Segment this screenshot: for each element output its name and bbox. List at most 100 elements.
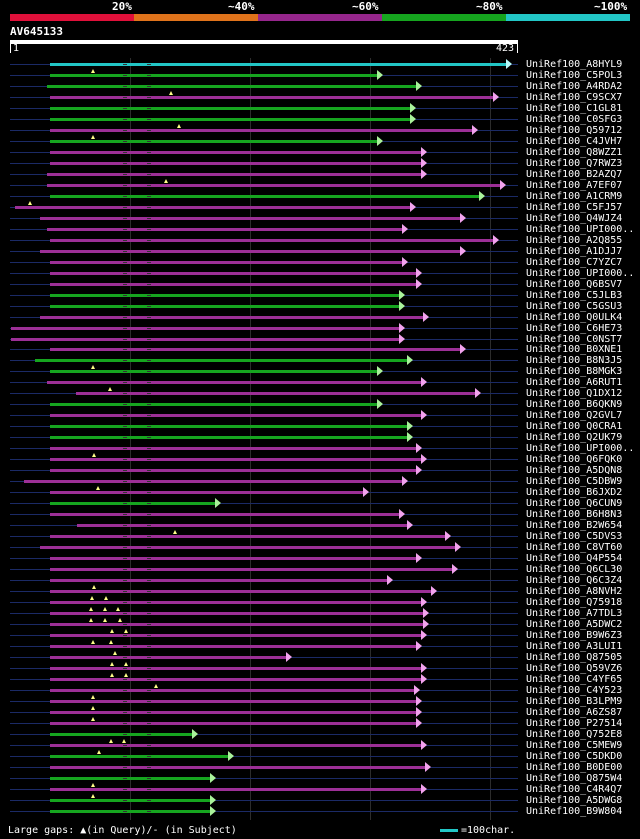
hit-alignment-bar[interactable] xyxy=(49,414,422,417)
hit-name-link[interactable]: UniRef100_C5POL3 xyxy=(526,70,623,81)
hit-name-link[interactable]: UniRef100_Q4WJZ4 xyxy=(526,213,623,224)
hit-alignment-bar[interactable] xyxy=(11,327,400,330)
hit-name-link[interactable]: UniRef100_C5FJ57 xyxy=(526,202,623,213)
hit-alignment-bar[interactable] xyxy=(49,436,409,439)
hit-alignment-bar[interactable] xyxy=(49,96,494,99)
hit-name-link[interactable]: UniRef100_B2W654 xyxy=(526,520,623,531)
hit-name-link[interactable]: UniRef100_C5GSU3 xyxy=(526,301,623,312)
hit-name-link[interactable]: UniRef100_B8N3J5 xyxy=(526,355,623,366)
hit-name-link[interactable]: UniRef100_Q8WZZ1 xyxy=(526,147,623,158)
hit-name-link[interactable]: UniRef100_UPI000.. xyxy=(526,224,635,235)
hit-alignment-bar[interactable] xyxy=(49,700,417,703)
hit-alignment-bar[interactable] xyxy=(49,370,379,373)
hit-alignment-bar[interactable] xyxy=(49,568,453,571)
hit-alignment-bar[interactable] xyxy=(49,283,417,286)
hit-alignment-bar[interactable] xyxy=(49,458,422,461)
hit-alignment-bar[interactable] xyxy=(47,85,417,88)
hit-name-link[interactable]: UniRef100_Q59712 xyxy=(526,125,623,136)
hit-name-link[interactable]: UniRef100_C4R4Q7 xyxy=(526,784,623,795)
hit-name-link[interactable]: UniRef100_P27514 xyxy=(526,718,623,729)
hit-alignment-bar[interactable] xyxy=(49,305,400,308)
hit-alignment-bar[interactable] xyxy=(49,195,481,198)
hit-name-link[interactable]: UniRef100_A5DWG8 xyxy=(526,795,623,806)
hit-alignment-bar[interactable] xyxy=(49,810,211,813)
hit-alignment-bar[interactable] xyxy=(49,766,427,769)
hit-name-link[interactable]: UniRef100_Q1DX12 xyxy=(526,388,623,399)
hit-alignment-bar[interactable] xyxy=(49,348,462,351)
hit-name-link[interactable]: UniRef100_A6ZS87 xyxy=(526,707,623,718)
hit-alignment-bar[interactable] xyxy=(49,678,422,681)
hit-name-link[interactable]: UniRef100_Q4P554 xyxy=(526,553,623,564)
hit-alignment-bar[interactable] xyxy=(49,601,422,604)
hit-alignment-bar[interactable] xyxy=(49,612,424,615)
hit-alignment-bar[interactable] xyxy=(49,722,417,725)
hit-alignment-bar[interactable] xyxy=(49,656,287,659)
hit-alignment-bar[interactable] xyxy=(49,788,422,791)
hit-name-link[interactable]: UniRef100_A5DQN8 xyxy=(526,465,623,476)
hit-alignment-bar[interactable] xyxy=(47,184,501,187)
hit-alignment-bar[interactable] xyxy=(49,107,411,110)
hit-name-link[interactable]: UniRef100_C4Y523 xyxy=(526,685,623,696)
hit-alignment-bar[interactable] xyxy=(49,667,422,670)
hit-name-link[interactable]: UniRef100_C6HE73 xyxy=(526,323,623,334)
hit-name-link[interactable]: UniRef100_A8NVH2 xyxy=(526,586,623,597)
hit-name-link[interactable]: UniRef100_C4JVH7 xyxy=(526,136,623,147)
hit-name-link[interactable]: UniRef100_C5JLB3 xyxy=(526,290,623,301)
hit-alignment-bar[interactable] xyxy=(47,228,404,231)
hit-alignment-bar[interactable] xyxy=(49,557,417,560)
hit-name-link[interactable]: UniRef100_C0NST7 xyxy=(526,334,623,345)
hit-alignment-bar[interactable] xyxy=(49,151,422,154)
hit-alignment-bar[interactable] xyxy=(49,491,364,494)
hit-name-link[interactable]: UniRef100_Q6CL30 xyxy=(526,564,623,575)
hit-name-link[interactable]: UniRef100_B9W6Z3 xyxy=(526,630,623,641)
hit-alignment-bar[interactable] xyxy=(49,502,216,505)
hit-name-link[interactable]: UniRef100_B8MGK3 xyxy=(526,366,623,377)
hit-name-link[interactable]: UniRef100_Q6C3Z4 xyxy=(526,575,623,586)
hit-alignment-bar[interactable] xyxy=(11,338,400,341)
hit-alignment-bar[interactable] xyxy=(47,173,422,176)
hit-alignment-bar[interactable] xyxy=(47,381,422,384)
hit-alignment-bar[interactable] xyxy=(49,162,422,165)
hit-alignment-bar[interactable] xyxy=(49,535,446,538)
hit-name-link[interactable]: UniRef100_C4YF65 xyxy=(526,674,623,685)
hit-name-link[interactable]: UniRef100_UPI000.. xyxy=(526,268,635,279)
hit-name-link[interactable]: UniRef100_Q59VZ6 xyxy=(526,663,623,674)
hit-name-link[interactable]: UniRef100_B3LPM9 xyxy=(526,696,623,707)
hit-name-link[interactable]: UniRef100_C8VT60 xyxy=(526,542,623,553)
hit-alignment-bar[interactable] xyxy=(49,799,211,802)
hit-name-link[interactable]: UniRef100_C5DKD0 xyxy=(526,751,623,762)
hit-alignment-bar[interactable] xyxy=(49,261,404,264)
hit-name-link[interactable]: UniRef100_Q6BSV7 xyxy=(526,279,623,290)
hit-alignment-bar[interactable] xyxy=(40,217,462,220)
hit-name-link[interactable]: UniRef100_B0DE00 xyxy=(526,762,623,773)
hit-name-link[interactable]: UniRef100_A1CRM9 xyxy=(526,191,623,202)
hit-name-link[interactable]: UniRef100_C1GL81 xyxy=(526,103,623,114)
hit-alignment-bar[interactable] xyxy=(49,645,417,648)
hit-alignment-bar[interactable] xyxy=(49,777,211,780)
hit-alignment-bar[interactable] xyxy=(49,623,424,626)
hit-name-link[interactable]: UniRef100_B9W804 xyxy=(526,806,623,817)
hit-name-link[interactable]: UniRef100_Q87505 xyxy=(526,652,623,663)
hit-alignment-bar[interactable] xyxy=(14,206,411,209)
hit-name-link[interactable]: UniRef100_C5DBW9 xyxy=(526,476,623,487)
hit-alignment-bar[interactable] xyxy=(49,711,417,714)
hit-alignment-bar[interactable] xyxy=(35,359,409,362)
hit-alignment-bar[interactable] xyxy=(49,579,388,582)
hit-alignment-bar[interactable] xyxy=(77,524,409,527)
hit-alignment-bar[interactable] xyxy=(49,74,379,77)
hit-name-link[interactable]: UniRef100_B6JXD2 xyxy=(526,487,623,498)
hit-name-link[interactable]: UniRef100_B6QKN9 xyxy=(526,399,623,410)
hit-name-link[interactable]: UniRef100_Q7RWZ3 xyxy=(526,158,623,169)
hit-name-link[interactable]: UniRef100_UPI000.. xyxy=(526,443,635,454)
hit-name-link[interactable]: UniRef100_Q2GVL7 xyxy=(526,410,623,421)
hit-name-link[interactable]: UniRef100_Q875W4 xyxy=(526,773,623,784)
hit-alignment-bar[interactable] xyxy=(76,392,476,395)
hit-alignment-bar[interactable] xyxy=(49,403,379,406)
hit-alignment-bar[interactable] xyxy=(49,634,422,637)
hit-alignment-bar[interactable] xyxy=(49,689,416,692)
hit-name-link[interactable]: UniRef100_A6RUT1 xyxy=(526,377,623,388)
hit-alignment-bar[interactable] xyxy=(49,425,409,428)
hit-alignment-bar[interactable] xyxy=(40,316,424,319)
hit-alignment-bar[interactable] xyxy=(49,272,417,275)
hit-name-link[interactable]: UniRef100_Q0ULK4 xyxy=(526,312,623,323)
